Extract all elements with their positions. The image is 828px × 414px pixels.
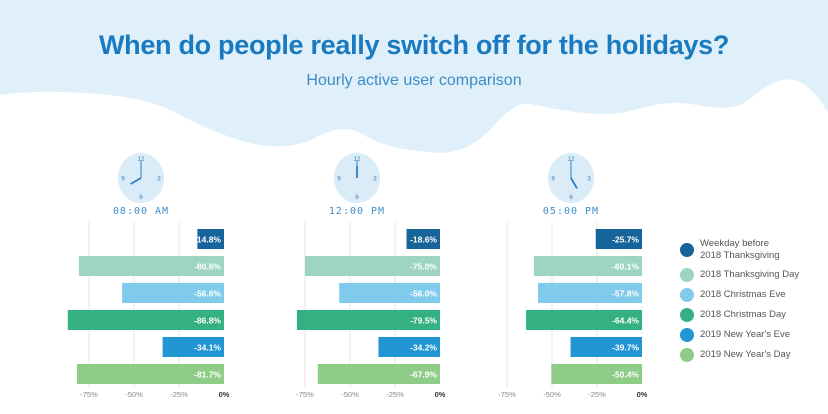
clock-hour-hand — [570, 177, 578, 189]
bar-value-label: -81.7% — [194, 370, 221, 380]
x-tick-label: -25% — [588, 390, 606, 399]
clock-face-icon: 12 3 6 9 — [548, 153, 594, 203]
clock-face-icon: 12 3 6 9 — [118, 153, 164, 203]
clock-time-label: 12:00 PM — [328, 206, 386, 217]
legend-label: 2018 Christmas Eve — [700, 289, 786, 300]
bar — [595, 229, 642, 249]
bar-value-label: -34.1% — [194, 343, 221, 353]
x-tick-label: -50% — [543, 390, 561, 399]
x-tick-label: 0% — [435, 390, 446, 399]
legend-item: Weekday before 2018 Thanksgiving — [680, 238, 828, 262]
sky-wave — [0, 0, 828, 153]
bar-value-label: -75.0% — [410, 262, 437, 272]
legend-label: 2018 Thanksgiving — [700, 250, 780, 261]
bar — [378, 337, 440, 357]
clock-hour-hand — [130, 177, 142, 185]
legend-swatch-icon — [680, 308, 694, 322]
x-tick-label: -75% — [80, 390, 98, 399]
bar-value-label: -25.7% — [612, 235, 639, 245]
bar — [551, 364, 642, 384]
bar-value-label: -56.0% — [410, 289, 437, 299]
bar-value-label: -18.6% — [410, 235, 437, 245]
bar — [339, 283, 440, 303]
bar-value-label: -57.8% — [612, 289, 639, 299]
bar-value-label: -86.8% — [194, 316, 221, 326]
page-title: When do people really switch off for the… — [98, 30, 730, 60]
legend-label: 2019 New Year's Day — [700, 349, 791, 360]
clock-numeral: 3 — [587, 177, 591, 183]
page-subtitle: Hourly active user comparison — [306, 72, 522, 89]
chart-0: -75% -50% -25% 0% -14.8% -80.6% -56.6% -86.8% -3… — [67, 222, 230, 399]
bar — [162, 337, 224, 357]
bar — [533, 256, 642, 276]
clock-numeral: 12 — [568, 157, 575, 163]
bar — [526, 310, 642, 330]
clock-0800: 12 3 6 9 08:00 AM — [96, 152, 186, 217]
x-tick-label: -25% — [386, 390, 404, 399]
clock-numeral: 6 — [569, 195, 573, 201]
legend-item: 2018 Christmas Eve — [680, 288, 828, 302]
clock-numeral: 6 — [139, 195, 143, 201]
legend-item: 2018 Christmas Day — [680, 308, 828, 322]
bar — [406, 229, 440, 249]
clock-numeral: 9 — [121, 177, 125, 183]
clock-numeral: 6 — [355, 195, 359, 201]
legend-swatch-icon — [680, 288, 694, 302]
x-tick-label: 0% — [637, 390, 648, 399]
bar-value-label: -34.2% — [410, 343, 437, 353]
bar — [296, 310, 440, 330]
legend-swatch-icon — [680, 328, 694, 342]
chart-2: -75% -50% -25% 0% -25.7% -60.1% -57.8% -64.4% -3… — [498, 222, 648, 399]
clock-face-icon: 12 3 6 9 — [334, 153, 380, 203]
clock-numeral: 9 — [551, 177, 555, 183]
clock-numeral: 12 — [138, 157, 145, 163]
bar-value-label: -39.7% — [612, 343, 639, 353]
legend-label: Weekday before — [700, 238, 770, 249]
clock-numeral: 3 — [157, 177, 161, 183]
x-tick-label: -25% — [170, 390, 188, 399]
bar — [305, 256, 440, 276]
clock-1200: 12 3 6 9 12:00 PM — [312, 152, 402, 217]
chart-1: -75% -50% -25% 0% -18.6% -75.0% -56.0% -79.5% -3… — [296, 222, 446, 399]
x-tick-label: -75% — [498, 390, 516, 399]
bar-value-label: -80.6% — [194, 262, 221, 272]
bar — [317, 364, 440, 384]
x-tick-label: -75% — [296, 390, 314, 399]
x-tick-label: 0% — [219, 390, 230, 399]
x-tick-label: -50% — [341, 390, 359, 399]
legend-swatch-icon — [680, 243, 694, 257]
bar — [78, 256, 224, 276]
legend-label: 2018 Thanksgiving Day — [700, 269, 800, 280]
bar-value-label: -60.1% — [612, 262, 639, 272]
bar — [122, 283, 224, 303]
bar-value-label: -64.4% — [612, 316, 639, 326]
legend: Weekday before 2018 Thanksgiving 2018 Tha… — [680, 238, 828, 369]
legend-swatch-icon — [680, 348, 694, 362]
clock-time-label: 05:00 PM — [542, 206, 600, 217]
bar-value-label: -67.9% — [410, 370, 437, 380]
bar — [570, 337, 642, 357]
legend-item: 2018 Thanksgiving Day — [680, 268, 828, 282]
bar — [197, 229, 224, 249]
legend-item: 2019 New Year's Day — [680, 348, 828, 362]
bar — [76, 364, 224, 384]
bar-value-label: -14.8% — [194, 235, 221, 245]
bar — [67, 310, 224, 330]
x-tick-label: -50% — [125, 390, 143, 399]
legend-label: 2018 Christmas Day — [700, 309, 787, 320]
bar-value-label: -50.4% — [612, 370, 639, 380]
bar-value-label: -79.5% — [410, 316, 437, 326]
clock-numeral: 3 — [373, 177, 377, 183]
clock-0500: 12 3 6 9 05:00 PM — [526, 152, 616, 217]
legend-label: 2019 New Year's Eve — [700, 329, 791, 340]
bar — [537, 283, 642, 303]
clock-numeral: 9 — [337, 177, 341, 183]
legend-swatch-icon — [680, 268, 694, 282]
bar-value-label: -56.6% — [194, 289, 221, 299]
legend-item: 2019 New Year's Eve — [680, 328, 828, 342]
clock-numeral: 12 — [354, 157, 361, 163]
clock-time-label: 08:00 AM — [112, 206, 170, 217]
